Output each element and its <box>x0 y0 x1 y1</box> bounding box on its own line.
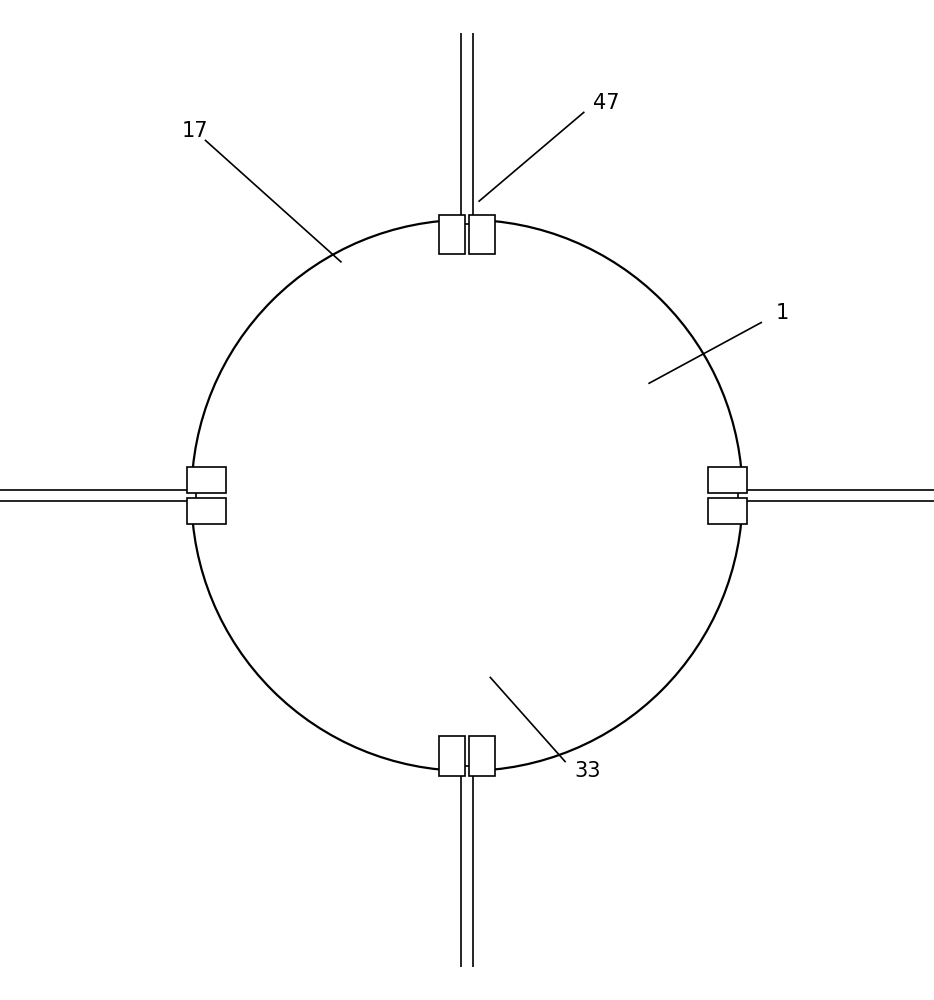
Bar <box>469 215 495 254</box>
Bar <box>0 490 196 501</box>
Bar <box>439 215 465 254</box>
Text: 17: 17 <box>182 121 208 141</box>
Text: 1: 1 <box>775 303 788 323</box>
Bar <box>187 498 226 524</box>
Bar <box>461 0 473 224</box>
Bar <box>469 736 495 776</box>
Text: 47: 47 <box>593 93 619 113</box>
Bar <box>708 467 747 493</box>
Bar <box>439 736 465 776</box>
Bar <box>187 467 226 493</box>
Bar <box>738 490 934 501</box>
Bar <box>461 766 473 1000</box>
Text: 33: 33 <box>574 761 601 781</box>
Bar <box>708 498 747 524</box>
